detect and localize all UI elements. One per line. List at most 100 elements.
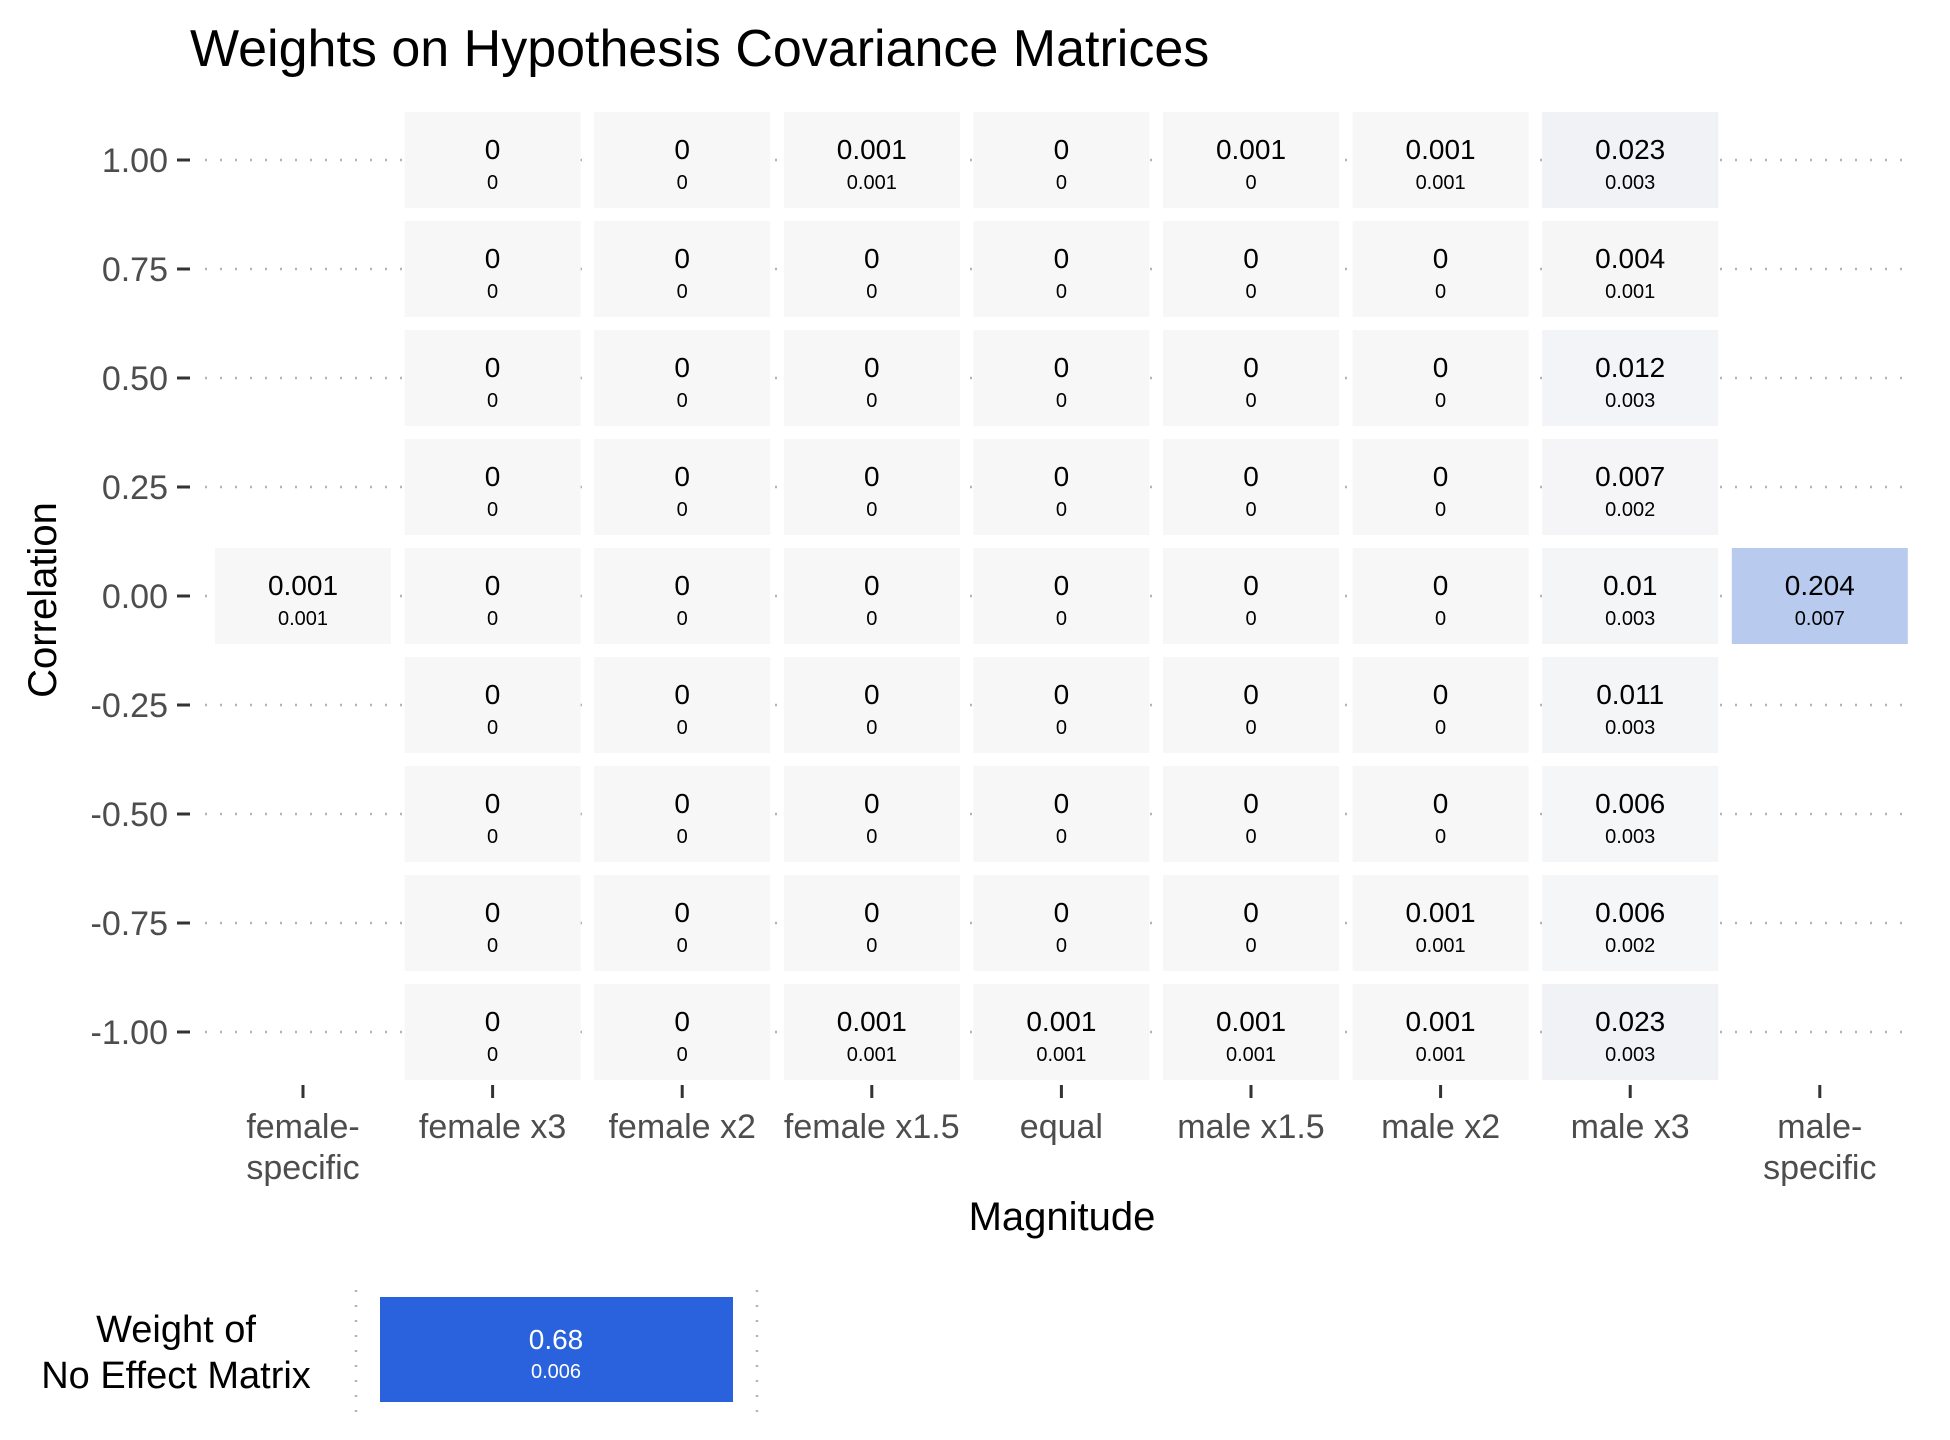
x-tick-label: male x2 [1381, 1108, 1500, 1146]
cell-se-label: 0.003 [1605, 172, 1655, 194]
cell-fill [594, 875, 771, 971]
cell-se-label: 0 [1245, 281, 1256, 303]
cell-fill [1542, 330, 1719, 426]
cell-se-label: 0.003 [1605, 390, 1655, 412]
cell-se-label: 0 [677, 281, 688, 303]
heatmap-cell: 00 [973, 875, 1150, 971]
cell-fill [1352, 112, 1529, 208]
chart-title: Weights on Hypothesis Covariance Matrice… [190, 20, 1209, 78]
cell-weight-label: 0 [864, 897, 880, 928]
cell-weight-label: 0 [1243, 243, 1259, 274]
cell-se-label: 0.002 [1605, 935, 1655, 957]
cell-weight-label: 0 [1054, 679, 1070, 710]
cell-weight-label: 0 [485, 570, 501, 601]
cell-fill [1542, 548, 1719, 644]
cell-se-label: 0 [487, 608, 498, 630]
cell-weight-label: 0.01 [1603, 570, 1658, 601]
no-effect-cell [380, 1297, 733, 1402]
cell-fill [783, 112, 960, 208]
heatmap-cell: 00 [404, 875, 581, 971]
cell-weight-label: 0 [485, 897, 501, 928]
heatmap-cell: 00 [1163, 439, 1339, 535]
heatmap-cell: 00 [973, 221, 1150, 317]
cell-fill [1542, 984, 1719, 1080]
cell-fill [594, 112, 771, 208]
cell-fill [404, 875, 581, 971]
cell-se-label: 0.003 [1605, 608, 1655, 630]
cell-fill [404, 439, 581, 535]
cell-fill [1163, 875, 1339, 971]
cell-fill [1542, 221, 1719, 317]
heatmap-cell: 00 [1163, 657, 1339, 753]
cell-fill [1352, 984, 1529, 1080]
heatmap-cell: 00 [594, 875, 771, 971]
heatmap-cell: 00 [1163, 330, 1339, 426]
cell-fill [404, 330, 581, 426]
heatmap-cell: 00 [404, 439, 581, 535]
no-effect-se-label: 0.006 [531, 1361, 581, 1383]
cell-weight-label: 0.001 [268, 570, 338, 601]
cell-se-label: 0 [1245, 717, 1256, 739]
cell-fill [1731, 548, 1908, 644]
cell-weight-label: 0 [864, 243, 880, 274]
heatmap-cell: 00 [973, 330, 1150, 426]
cell-se-label: 0 [487, 1044, 498, 1066]
cell-fill [973, 221, 1150, 317]
cell-se-label: 0 [866, 281, 877, 303]
heatmap-cell: 00 [594, 221, 771, 317]
cell-fill [783, 330, 960, 426]
heatmap-cell: 0.012 0.003 [1542, 330, 1719, 426]
cell-fill [973, 657, 1150, 753]
x-tick-label: equal [1020, 1108, 1103, 1146]
cell-weight-label: 0 [864, 461, 880, 492]
cell-fill [594, 221, 771, 317]
cell-weight-label: 0.023 [1595, 1006, 1665, 1037]
cell-fill [404, 984, 581, 1080]
cell-se-label: 0.001 [1036, 1044, 1086, 1066]
cell-se-label: 0 [1245, 935, 1256, 957]
cell-fill [404, 657, 581, 753]
cell-weight-label: 0.001 [1406, 134, 1476, 165]
cell-weight-label: 0 [674, 461, 690, 492]
cell-se-label: 0 [487, 499, 498, 521]
heatmap-cell: 00 [594, 439, 771, 535]
cell-weight-label: 0.001 [837, 134, 907, 165]
cell-se-label: 0 [866, 499, 877, 521]
heatmap-cell: 00 [1163, 221, 1339, 317]
heatmap-cell: 00 [404, 330, 581, 426]
heatmap-cell: 00 [1352, 439, 1529, 535]
cell-fill [1163, 221, 1339, 317]
heatmap-cell: 00 [594, 984, 771, 1080]
heatmap-cell: 00 [594, 112, 771, 208]
heatmap-cell: 00 [1352, 766, 1529, 862]
y-axis-title: Correlation [21, 502, 65, 698]
heatmap-cell: 00 [594, 657, 771, 753]
cell-fill [404, 221, 581, 317]
cell-fill [973, 984, 1150, 1080]
cell-weight-label: 0 [674, 788, 690, 819]
heatmap-cell: 0.007 0.002 [1542, 439, 1719, 535]
cell-weight-label: 0.204 [1785, 570, 1855, 601]
cell-fill [1352, 330, 1529, 426]
heatmap-cell: 0.011 0.003 [1542, 657, 1719, 753]
heatmap-cell: 00 [783, 330, 960, 426]
cell-se-label: 0 [1056, 717, 1067, 739]
cell-se-label: 0.001 [278, 608, 328, 630]
cell-se-label: 0 [1056, 826, 1067, 848]
cell-se-label: 0 [1435, 390, 1446, 412]
heatmap-cell: 00 [783, 221, 960, 317]
cell-fill [973, 112, 1150, 208]
cell-weight-label: 0.001 [1216, 1006, 1286, 1037]
cell-fill [783, 984, 960, 1080]
cell-fill [1352, 221, 1529, 317]
cell-fill [973, 439, 1150, 535]
cell-se-label: 0 [677, 608, 688, 630]
heatmap-cell: 00 [594, 330, 771, 426]
heatmap-cell: 00 [404, 112, 581, 208]
cell-fill [1163, 330, 1339, 426]
heatmap-cell: 0.001 0.001 [973, 984, 1150, 1080]
y-tick-label: 0.50 [102, 360, 168, 398]
cell-fill [404, 548, 581, 644]
cell-fill [1163, 984, 1339, 1080]
cell-fill [1542, 112, 1719, 208]
